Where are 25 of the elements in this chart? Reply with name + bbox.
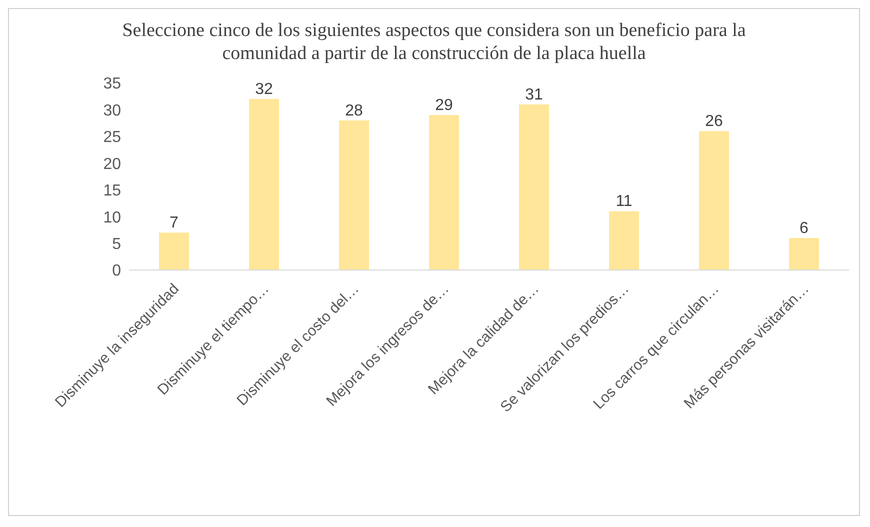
y-tick-label: 25 (103, 129, 122, 146)
y-tick-label: 5 (112, 236, 122, 253)
bar (519, 104, 549, 270)
y-tick-label: 35 (103, 76, 122, 93)
bar (159, 232, 189, 270)
data-label: 7 (170, 214, 179, 232)
y-tick-label: 20 (103, 156, 122, 173)
data-label: 26 (705, 113, 723, 130)
data-label: 28 (345, 102, 363, 120)
bar (249, 99, 279, 270)
data-label: 32 (255, 81, 273, 98)
data-label: 31 (525, 86, 543, 104)
bar (789, 238, 819, 270)
data-label: 6 (800, 220, 809, 237)
bar (609, 211, 639, 270)
bar (429, 115, 459, 270)
y-tick-label: 10 (103, 209, 122, 226)
bar (339, 120, 369, 270)
bar (699, 131, 729, 270)
data-label: 11 (616, 193, 632, 210)
y-tick-label: 15 (103, 182, 122, 200)
data-label: 29 (435, 97, 453, 114)
y-tick-label: 30 (103, 102, 122, 120)
y-tick-label: 0 (112, 262, 122, 280)
chart-title: Seleccione cinco de los siguientes aspectos que considera son un beneficio para la comunidad a partir de la construcción de la placa huella (121, 19, 747, 65)
